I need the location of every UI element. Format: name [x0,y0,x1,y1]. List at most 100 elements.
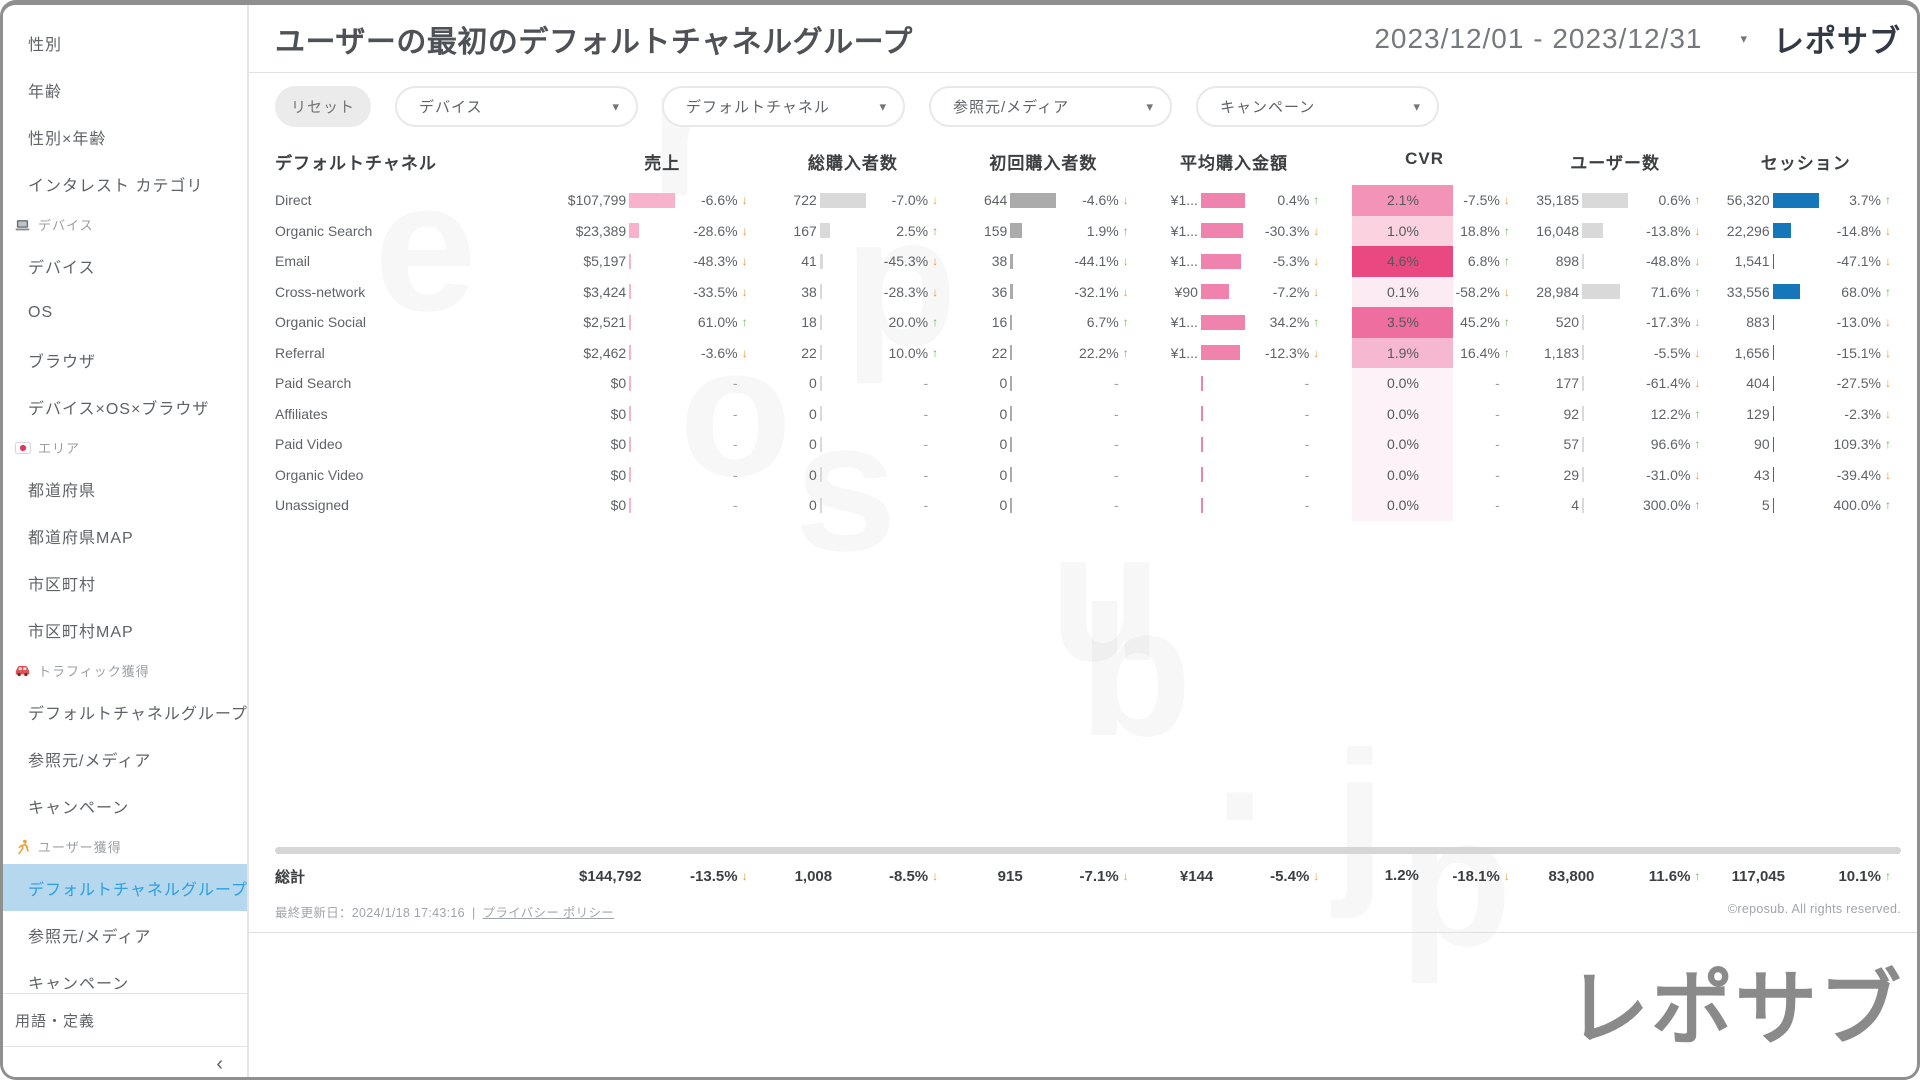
metric-bar [819,497,866,513]
delta-value: - [732,497,738,514]
metric-cell-first_buyers: 36 -32.1% ↓ [948,277,1139,308]
metric-cell-cvr: 0.0% - [1329,398,1520,429]
sidebar-item[interactable]: 参照元/メディア [28,928,152,946]
column-header[interactable]: CVR [1405,149,1445,168]
delta-value: 0.4% [1277,192,1310,209]
arrow-up-icon: ↑ [1694,869,1701,883]
reset-button[interactable]: リセット [275,86,371,127]
arrow-down-icon: ↓ [932,254,939,269]
delta-value: -33.5% [693,283,738,300]
cvr-heatmap-cell: 4.6% [1352,246,1454,277]
arrow-up-icon: ↑ [1503,345,1510,360]
metric-value: $2,521 [583,314,627,331]
header: ユーザーの最初のデフォルトチャネルグループ 2023/12/01 - 2023/… [249,5,1917,73]
arrow-down-icon: ↓ [741,223,748,238]
sidebar-collapse-button[interactable]: ‹ [216,1052,223,1075]
metric-value: 0 [999,466,1008,483]
column-header[interactable]: デフォルトチャネル [275,154,437,173]
arrow-down-icon: ↓ [1313,254,1320,269]
metric-value: $0 [610,466,627,483]
metric-bar [1010,223,1056,239]
sidebar-section-label: デバイス [38,218,94,233]
delta-value: -5.3% [1272,253,1310,270]
metric-value: 0 [999,497,1008,514]
metric-bar [1582,436,1628,452]
metric-cell-revenue: $0 - [567,429,758,460]
delta-value: 34.2% [1269,314,1310,331]
metric-value: 38 [991,253,1008,270]
metric-bar [629,375,675,391]
metric-cell-sessions: 1,541 -47.1% ↓ [1710,246,1901,277]
arrow-up-icon: ↑ [932,223,939,238]
sidebar-item[interactable]: デバイス×OS×ブラウザ [28,400,210,418]
sidebar-item[interactable]: ブラウザ [28,353,97,371]
metric-cell-avg_purchase: ¥1... -12.3% ↓ [1139,338,1330,369]
sidebar-item[interactable]: 都道府県 [28,482,97,500]
filter-dropdown[interactable]: キャンペーン ▾ [1196,86,1439,127]
arrow-up-icon: ↑ [1884,869,1891,883]
copyright-label: ©reposub. All rights reserved. [1727,902,1901,916]
horizontal-scrollbar[interactable] [275,847,1901,854]
sidebar-item[interactable]: インタレスト カテゴリ [28,177,204,195]
sidebar-item[interactable]: 市区町村 [28,576,97,594]
sidebar-item[interactable]: デバイス [28,259,96,277]
metric-bar [819,375,866,391]
channel-name: Unassigned [275,497,349,514]
metric-cell-avg_purchase: - [1139,368,1330,399]
delta-value: 109.3% [1833,436,1881,453]
sidebar-item[interactable]: 参照元/メディア [28,752,152,770]
metric-cell-sessions: 1,656 -15.1% ↓ [1710,338,1901,369]
column-header[interactable]: 売上 [644,154,681,173]
filter-dropdown[interactable]: デバイス ▾ [395,86,638,127]
delta-value: 400.0% [1833,497,1881,514]
sidebar-item[interactable]: 市区町村MAP [28,623,134,641]
column-header[interactable]: 初回購入者数 [989,154,1098,173]
column-header[interactable]: セッション [1760,154,1851,173]
delta-value: -61.4% [1646,375,1691,392]
column-header[interactable]: 総購入者数 [807,154,898,173]
divider [3,1046,247,1047]
metric-value: 28,984 [1536,283,1580,300]
delta-value: - [923,375,929,392]
metric-value: ¥1... [1170,192,1198,209]
channel-name: Paid Video [275,436,343,453]
filter-dropdown[interactable]: デフォルトチャネル ▾ [662,86,905,127]
sidebar-item[interactable]: OS [28,303,54,321]
metric-cell-users: 4 300.0% ↑ [1520,490,1711,521]
metric-value: 16 [991,314,1008,331]
metric-value: ¥1... [1170,314,1198,331]
date-range-picker[interactable]: 2023/12/01 - 2023/12/31 ▾ [1374,23,1747,55]
metric-cell-sessions: 22,296 -14.8% ↓ [1710,216,1901,247]
channel-name: Email [275,253,311,270]
sidebar-item[interactable]: 性別 [28,36,63,54]
sidebar-item[interactable]: 都道府県MAP [28,529,134,547]
metric-value: 644 [983,192,1008,209]
sidebar-item[interactable]: 性別×年齢 [28,130,107,148]
delta-value: - [1114,497,1119,514]
sidebar-item-glossary[interactable]: 用語・定義 [15,1012,96,1030]
sidebar-item[interactable]: キャンペーン [28,975,130,990]
delta-value: -7.2% [1272,283,1310,300]
metric-bar [1772,314,1819,330]
cvr-heatmap-cell: 0.0% [1352,429,1454,460]
bottom-strip: レポサブ [249,933,1917,1077]
delta-value: -48.8% [1646,253,1691,270]
filter-dropdown[interactable]: 参照元/メディア ▾ [929,86,1172,127]
sidebar-item[interactable]: デフォルトチャネルグループ [28,705,247,723]
brand-logo: レポサブ [1773,24,1901,59]
metric-bar [629,497,675,513]
metric-cell-first_buyers: 159 1.9% ↑ [948,216,1139,247]
delta-value: 61.0% [697,314,738,331]
arrow-up-icon: ↑ [1503,254,1510,269]
sidebar-item[interactable]: キャンペーン [28,799,130,817]
privacy-policy-link[interactable]: プライバシー ポリシー [482,906,615,920]
column-header[interactable]: ユーザー数 [1570,154,1660,173]
metric-cell-avg_purchase: - [1139,399,1330,430]
delta-value: - [1495,405,1500,422]
sidebar-item[interactable]: 年齢 [28,83,63,101]
sidebar-item-selected[interactable]: デフォルトチャネルグループ [3,864,247,911]
column-header[interactable]: 平均購入金額 [1179,154,1288,173]
metric-cell-buyers: 38 -28.3% ↓ [758,277,949,308]
delta-value: - [1495,436,1500,453]
